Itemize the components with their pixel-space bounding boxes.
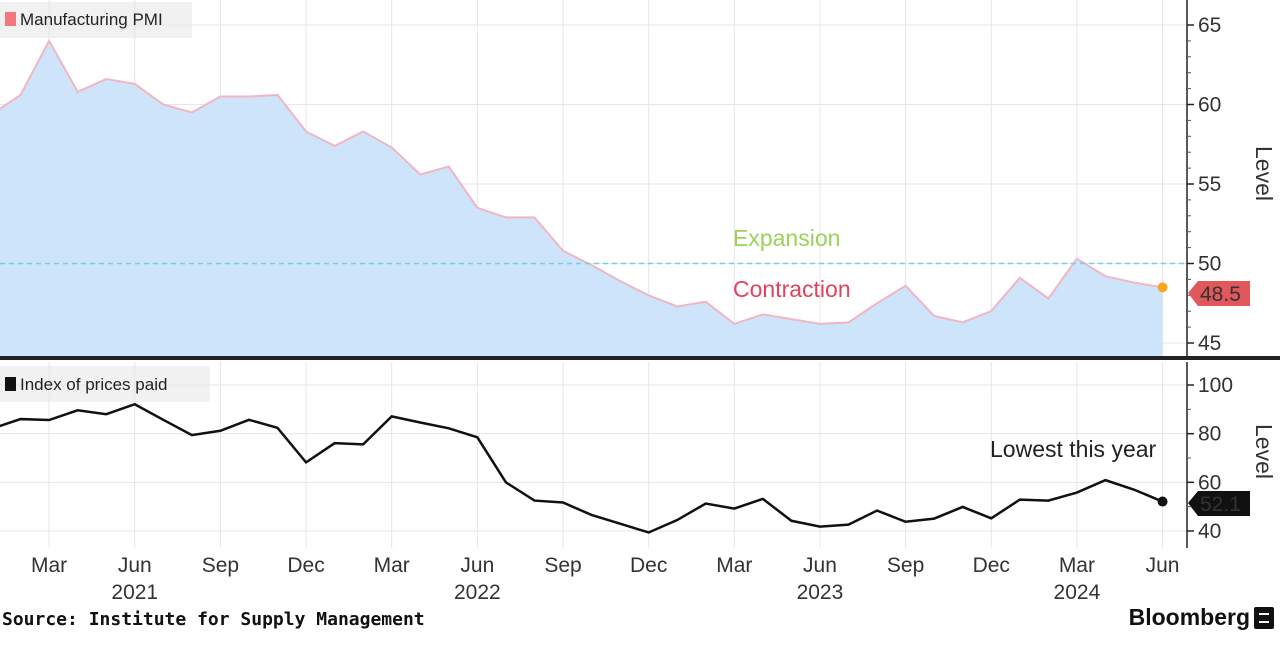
prices-last-value-text: 52.1 — [1200, 493, 1241, 516]
x-month-label: Sep — [544, 554, 581, 577]
lowest-annotation: Lowest this year — [990, 436, 1157, 462]
pmi-last-point — [1157, 282, 1168, 293]
prices-legend-bg — [0, 366, 210, 402]
prices-y-tick-label: 60 — [1198, 471, 1221, 494]
bloomberg-icon — [1254, 607, 1274, 629]
prices-line — [0, 402, 1164, 534]
x-month-label: Dec — [630, 554, 667, 577]
prices-y-tick-label: 40 — [1198, 520, 1221, 543]
pmi-last-value-text: 48.5 — [1200, 283, 1241, 306]
pmi-area — [0, 40, 1163, 356]
pmi-legend-label: Manufacturing PMI — [20, 10, 163, 29]
contraction-annotation: Contraction — [733, 276, 851, 302]
pmi-legend-swatch — [5, 12, 16, 26]
x-month-label: Jun — [1146, 554, 1180, 577]
x-month-label: Jun — [460, 554, 494, 577]
pmi-y-tick-label: 50 — [1198, 253, 1221, 276]
pmi-y-tick-label: 65 — [1198, 14, 1221, 37]
x-year-label: 2022 — [454, 581, 501, 604]
prices-panel: 40 60 80 100 Mar Jun Sep Dec Mar Jun Sep Dec Mar Jun S… — [0, 362, 1233, 604]
x-month-label: Mar — [1059, 554, 1095, 577]
x-year-label: 2021 — [111, 581, 158, 604]
prices-axis-title: Level — [1251, 424, 1277, 479]
pmi-y-tick-label: 45 — [1198, 332, 1221, 355]
prices-y-tick-label: 80 — [1198, 423, 1221, 446]
prices-legend-label: Index of prices paid — [20, 375, 167, 394]
prices-legend-swatch — [5, 377, 16, 391]
brand-logo-text: Bloomberg — [1128, 604, 1250, 630]
source-note: Source: Institute for Supply Management — [2, 609, 425, 630]
x-year-label: 2024 — [1054, 581, 1101, 604]
x-year-label: 2023 — [797, 581, 844, 604]
x-month-label: Mar — [716, 554, 752, 577]
x-month-label: Mar — [31, 554, 67, 577]
x-month-label: Mar — [374, 554, 410, 577]
pmi-legend-bg — [0, 2, 192, 38]
pmi-last-value-tag — [1188, 281, 1250, 306]
x-month-label: Jun — [803, 554, 837, 577]
prices-last-point — [1157, 496, 1168, 507]
prices-y-tick-label: 100 — [1198, 374, 1233, 397]
pmi-y-tick-label: 60 — [1198, 94, 1221, 117]
pmi-line — [0, 38, 1163, 326]
prices-last-value-tag — [1188, 491, 1250, 516]
x-month-label: Sep — [202, 554, 239, 577]
expansion-annotation: Expansion — [733, 225, 840, 251]
pmi-panel: 45 50 55 60 65 — [0, 0, 1280, 360]
x-month-label: Jun — [118, 554, 152, 577]
x-month-label: Dec — [973, 554, 1010, 577]
x-month-label: Dec — [287, 554, 324, 577]
x-month-label: Sep — [887, 554, 924, 577]
pmi-y-tick-label: 55 — [1198, 173, 1221, 196]
pmi-axis-title: Level — [1251, 146, 1277, 201]
